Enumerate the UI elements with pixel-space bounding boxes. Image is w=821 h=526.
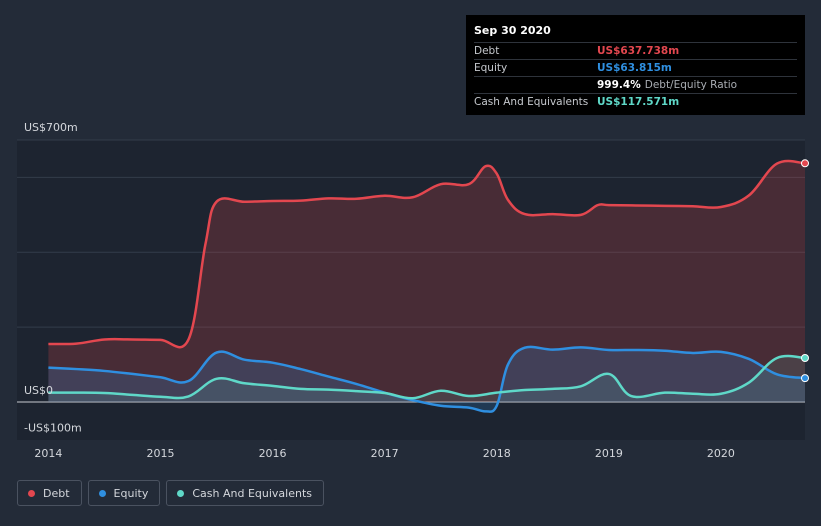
x-tick-label: 2016 (259, 447, 287, 460)
plot-background (17, 140, 805, 440)
tooltip-value: US$63.815m (597, 62, 672, 74)
debt-dot-icon (28, 489, 35, 497)
series-lines (48, 159, 806, 413)
equity-area (48, 346, 805, 412)
y-tick-label: US$700m (24, 121, 78, 134)
equity-line (48, 345, 806, 413)
y-tick-label: -US$100m (24, 421, 82, 434)
debt-area (48, 160, 805, 402)
debt-line (48, 159, 806, 349)
equity-dot-icon (98, 489, 106, 497)
tooltip-row-equity: Equity US$63.815m (474, 59, 797, 76)
legend-item-equity[interactable]: Equity (87, 480, 161, 506)
equity-end-point (801, 374, 809, 383)
legend-label: Cash And Equivalents (192, 486, 312, 500)
cash-and-equivalents-area (48, 356, 805, 402)
x-axis-labels: 2014 2015 2016 2017 2018 2019 2020 (34, 447, 735, 460)
data-tooltip: Sep 30 2020 Debt US$637.738m Equity US$6… (466, 15, 805, 115)
legend-label: Equity (113, 486, 149, 500)
x-tick-label: 2019 (595, 447, 623, 460)
x-tick-label: 2017 (371, 447, 399, 460)
debt-end-point (801, 159, 809, 168)
legend: Debt Equity Cash And Equivalents (17, 480, 324, 506)
legend-item-debt[interactable]: Debt (17, 480, 82, 506)
tooltip-date: Sep 30 2020 (474, 24, 551, 37)
cash-dot-icon (177, 489, 185, 497)
tooltip-ratio-label: Debt/Equity Ratio (644, 79, 738, 91)
x-tick-label: 2014 (34, 447, 62, 460)
tooltip-row-ratio: 999.4% Debt/Equity Ratio (474, 76, 797, 93)
tooltip-label: Debt (474, 45, 500, 57)
tooltip-value: US$117.571m (597, 96, 680, 108)
tooltip-value: US$637.738m (597, 45, 680, 57)
legend-item-cash[interactable]: Cash And Equivalents (166, 480, 324, 506)
x-tick-label: 2015 (146, 447, 174, 460)
series-end-markers (801, 159, 809, 383)
y-axis-labels: US$700m US$0 -US$100m (24, 121, 82, 434)
x-tick-label: 2018 (483, 447, 511, 460)
x-tick-label: 2020 (707, 447, 735, 460)
cash-and-equivalents-line (48, 354, 806, 400)
tooltip-row-cash: Cash And Equivalents US$117.571m (474, 93, 797, 110)
y-tick-label: US$0 (24, 384, 53, 397)
tooltip-value: 999.4% (597, 79, 641, 91)
series-areas (48, 160, 805, 412)
legend-label: Debt (43, 486, 70, 500)
tooltip-label: Equity (474, 62, 508, 74)
gridlines (17, 139, 805, 440)
cash-and-equivalents-end-point (801, 353, 809, 362)
tooltip-row-debt: Debt US$637.738m (474, 42, 797, 59)
tooltip-label: Cash And Equivalents (474, 96, 589, 108)
